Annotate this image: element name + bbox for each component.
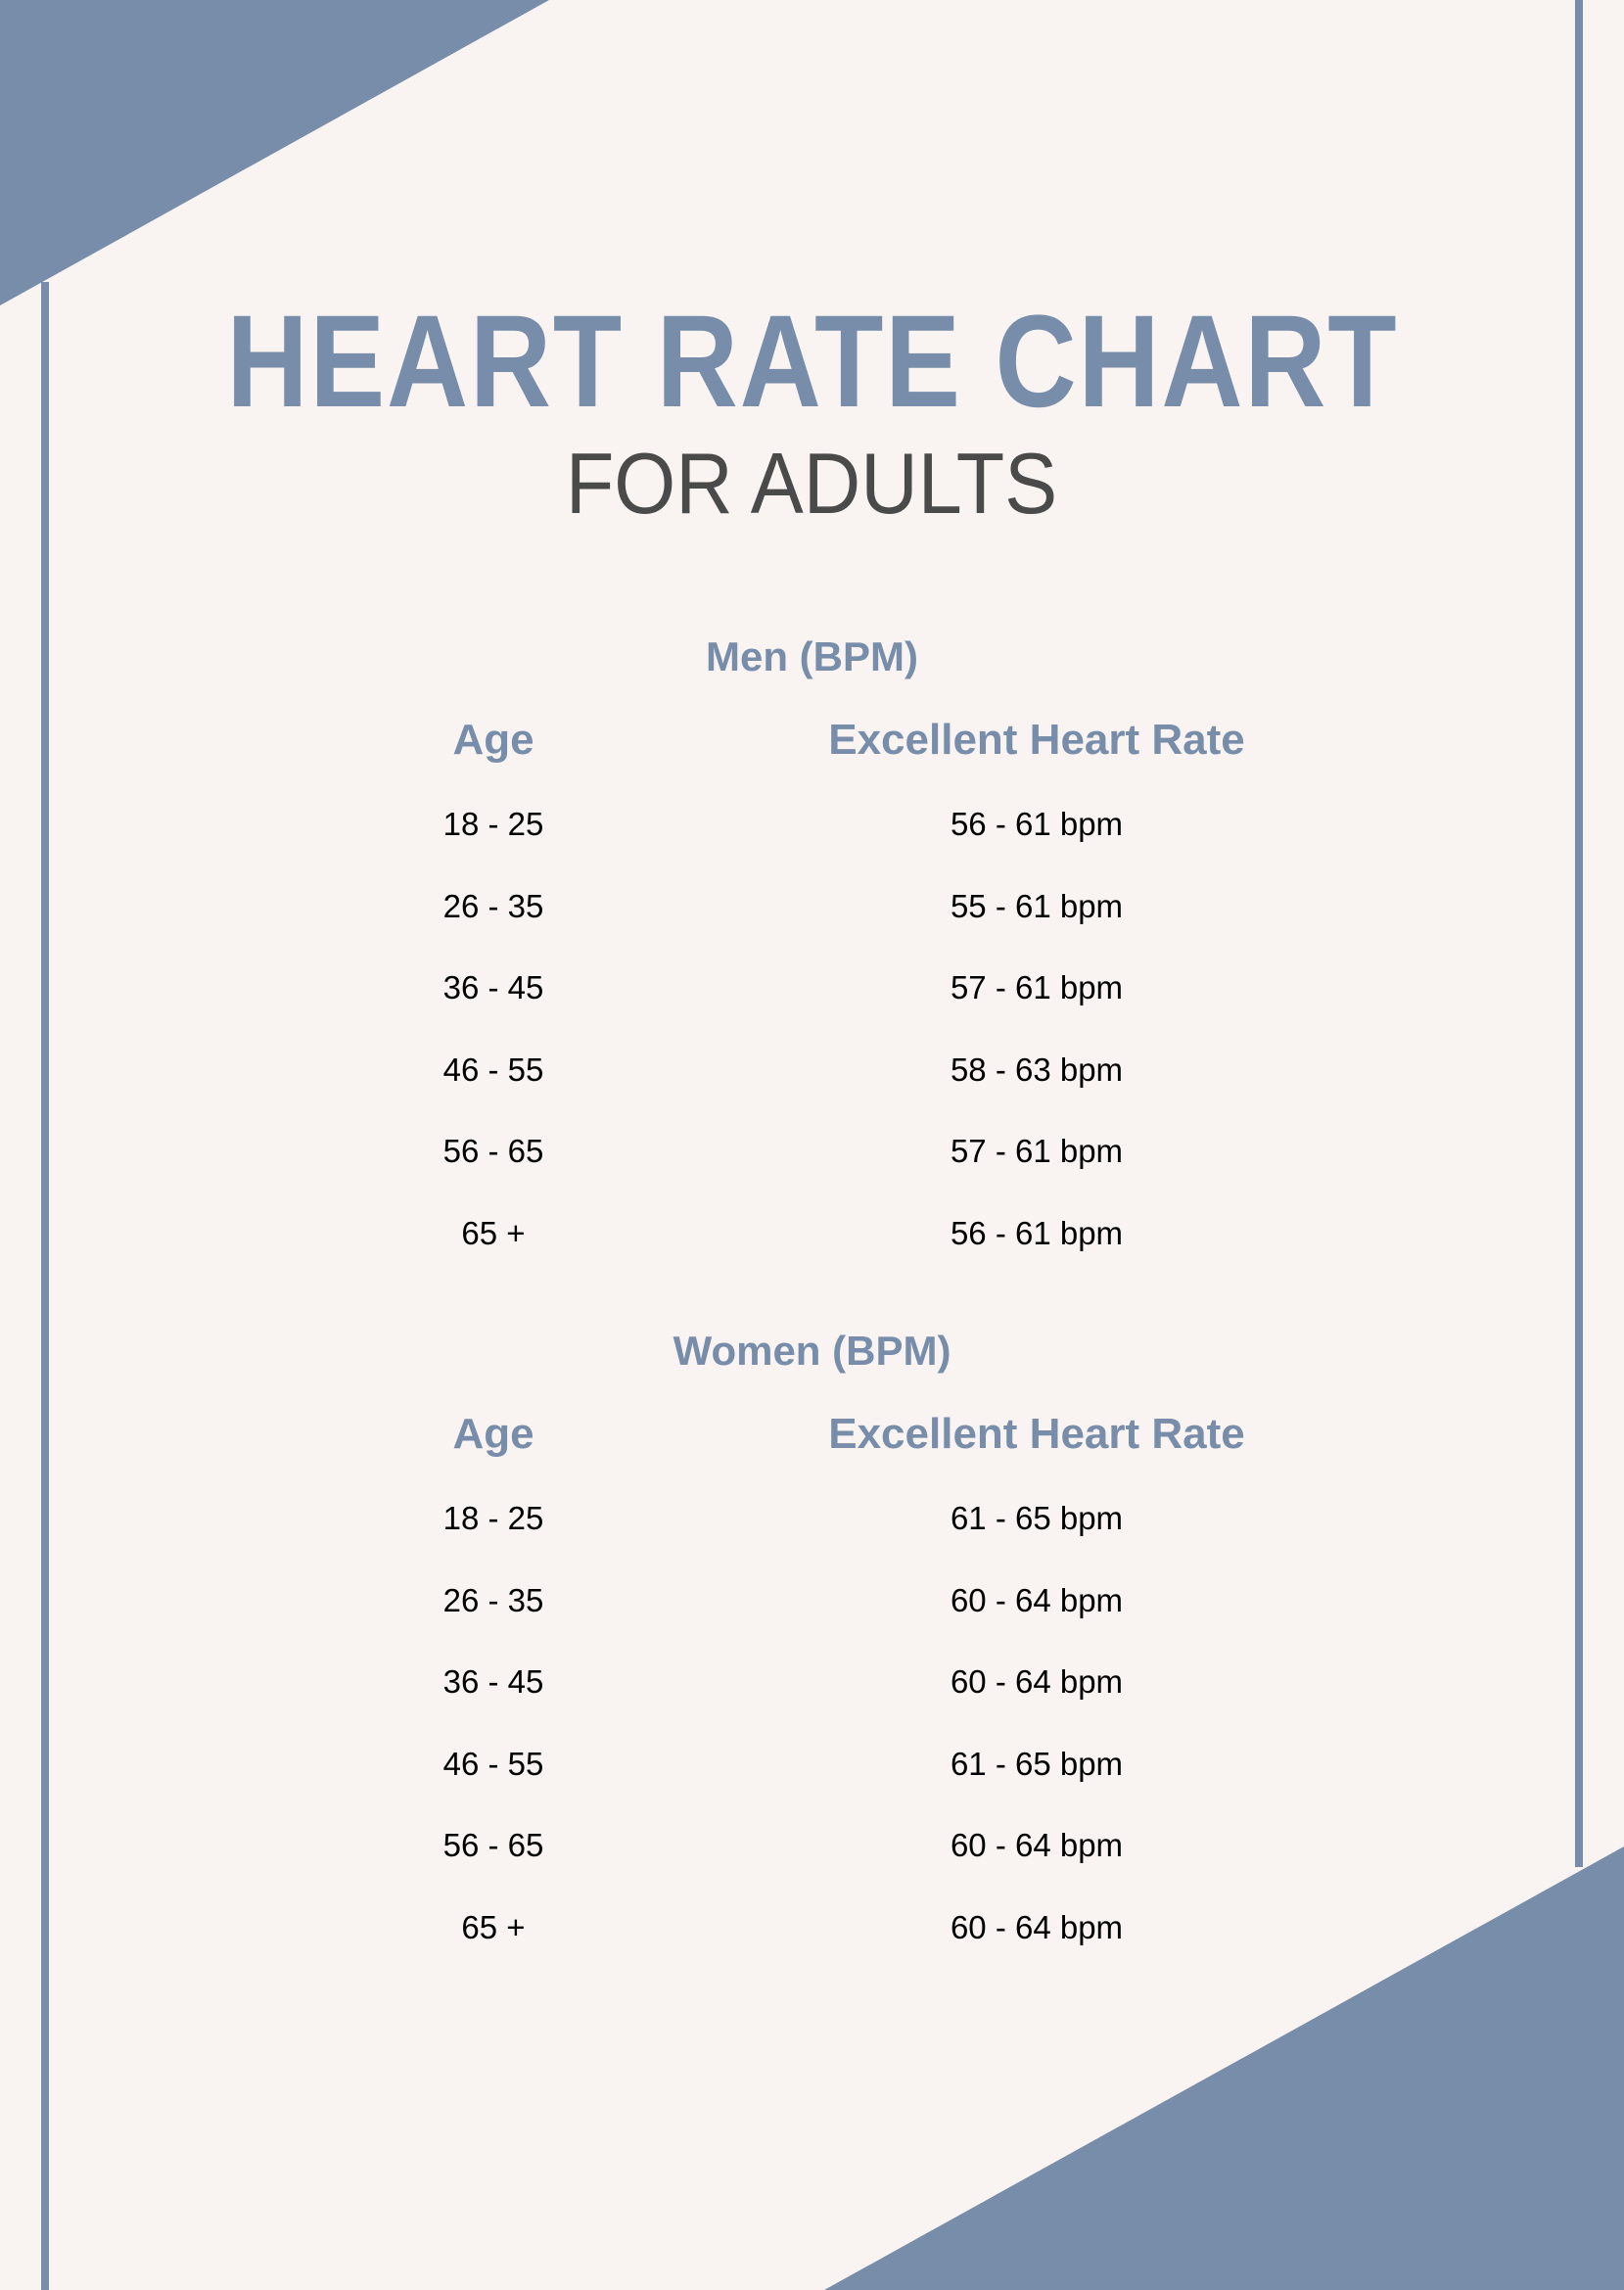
age-cell: 56 - 65 xyxy=(442,1827,544,1863)
page-subtitle: FOR ADULTS xyxy=(0,435,1624,533)
heart-rate-cell: 60 - 64 bpm xyxy=(950,1908,1124,1945)
heart-rate-cell: 60 - 64 bpm xyxy=(950,1827,1124,1863)
age-cell: 26 - 35 xyxy=(442,1581,544,1618)
top-left-triangle xyxy=(0,0,549,305)
page-title-text: HEART RATE CHART xyxy=(226,289,1398,435)
page-subtitle-text: FOR ADULTS xyxy=(566,435,1058,532)
heart-rate-cell: 56 - 61 bpm xyxy=(950,806,1124,842)
age-cell: 36 - 45 xyxy=(442,1663,544,1700)
heart-rate-cell: 57 - 61 bpm xyxy=(950,969,1124,1005)
heart-rate-cell: 61 - 65 bpm xyxy=(950,1745,1124,1782)
heart-rate-cell: 55 - 61 bpm xyxy=(950,887,1124,924)
left-vertical-bar xyxy=(41,282,49,2290)
section-title: Men (BPM) xyxy=(706,633,918,679)
column-header-age: Age xyxy=(452,1410,534,1458)
age-cell: 36 - 45 xyxy=(442,969,544,1005)
age-cell: 26 - 35 xyxy=(442,887,544,924)
age-cell: 46 - 55 xyxy=(442,1051,544,1088)
column-header-heart-rate: Excellent Heart Rate xyxy=(828,716,1245,764)
column-header-age: Age xyxy=(452,716,534,764)
heart-rate-cell: 56 - 61 bpm xyxy=(950,1214,1124,1251)
age-cell: 56 - 65 xyxy=(442,1133,544,1169)
age-cell: 18 - 25 xyxy=(442,1500,544,1536)
age-cell: 65 + xyxy=(461,1908,526,1945)
age-cell: 46 - 55 xyxy=(442,1745,544,1782)
page-title: HEART RATE CHART xyxy=(0,294,1624,431)
age-cell: 18 - 25 xyxy=(442,806,544,842)
section-title: Women (BPM) xyxy=(673,1328,951,1374)
heart-rate-cell: 57 - 61 bpm xyxy=(950,1133,1124,1169)
heart-rate-cell: 60 - 64 bpm xyxy=(950,1663,1124,1700)
heart-rate-cell: 61 - 65 bpm xyxy=(950,1500,1124,1536)
column-header-heart-rate: Excellent Heart Rate xyxy=(828,1410,1245,1458)
right-vertical-bar xyxy=(1575,0,1583,1867)
heart-rate-cell: 60 - 64 bpm xyxy=(950,1581,1124,1618)
age-cell: 65 + xyxy=(461,1214,526,1251)
heart-rate-cell: 58 - 63 bpm xyxy=(950,1051,1124,1088)
bottom-right-triangle xyxy=(824,1846,1624,2290)
